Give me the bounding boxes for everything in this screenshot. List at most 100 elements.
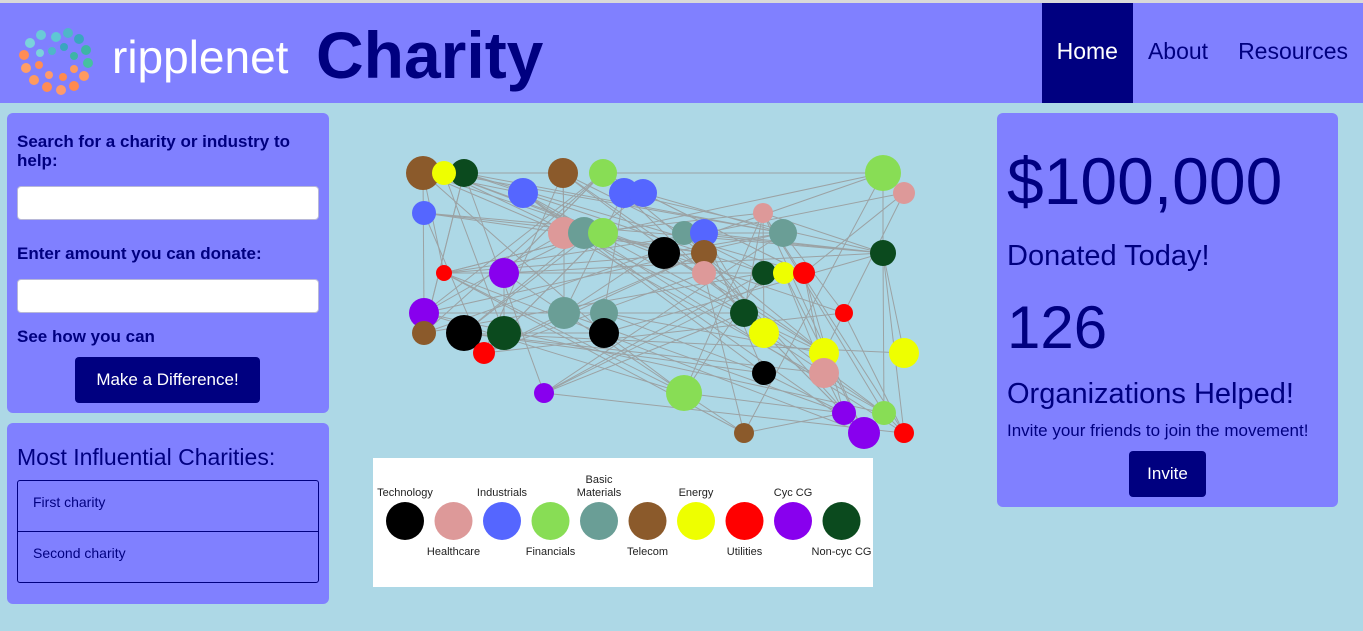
donated-label: Donated Today! <box>1007 240 1210 272</box>
legend-swatch <box>531 502 570 540</box>
graph-edge <box>743 212 764 314</box>
main-nav: Home About Resources <box>1041 3 1363 103</box>
legend-swatch <box>580 502 618 540</box>
top-border <box>0 0 1363 3</box>
graph-node <box>730 299 758 327</box>
legend-swatch <box>628 502 667 540</box>
charities-panel: Most Influential Charities: First charit… <box>7 423 329 604</box>
graph-node <box>865 155 901 191</box>
make-difference-button[interactable]: Make a Difference! <box>75 357 260 403</box>
legend-swatch <box>725 502 764 540</box>
legend-label: Industrials <box>477 487 528 499</box>
sector-legend: Technology Healthcare Industrials Financial… <box>373 458 873 587</box>
graph-edge <box>762 212 865 434</box>
see-how-label: See how you can <box>17 327 155 346</box>
legend-label: Healthcare <box>427 546 480 558</box>
invite-button[interactable]: Invite <box>1129 451 1206 497</box>
legend-swatch <box>774 502 812 540</box>
legend-label: Utilities <box>727 546 763 558</box>
header: ripplenet Charity Home About Resources <box>0 3 1363 103</box>
search-label: Search for a charity or industry to help… <box>17 132 291 170</box>
organizations-count: 126 <box>1007 294 1108 361</box>
graph-node <box>773 262 795 284</box>
charity-item-second[interactable]: Second charity <box>33 545 126 561</box>
graph-edge <box>602 172 884 234</box>
graph-node <box>691 240 717 266</box>
graph-edge <box>443 172 505 334</box>
graph-edge <box>642 192 805 274</box>
ripplenet-logo-icon <box>19 28 93 95</box>
graph-node <box>672 221 696 245</box>
legend-swatch <box>822 502 861 540</box>
graph-node <box>548 158 578 188</box>
graph-edge <box>803 192 905 274</box>
graph-edge <box>522 192 745 314</box>
legend-swatch <box>434 502 473 540</box>
graph-node <box>889 338 919 368</box>
graph-edge <box>423 212 884 254</box>
brand-name: ripplenet <box>112 31 289 83</box>
graph-node <box>848 417 880 449</box>
graph-node <box>666 375 702 411</box>
graph-node <box>893 182 915 204</box>
legend-label: Technology <box>377 487 433 499</box>
graph-node <box>690 219 718 247</box>
graph-edge <box>443 272 685 394</box>
graph-node <box>752 261 776 285</box>
graph-node <box>432 161 456 185</box>
graph-node <box>450 159 478 187</box>
graph-edge <box>703 192 905 234</box>
graph-node <box>809 358 839 388</box>
charity-item-first[interactable]: First charity <box>18 481 318 532</box>
graph-edge <box>882 252 905 354</box>
charity-list: First charity Second charity <box>17 480 319 583</box>
graph-edge <box>543 232 784 394</box>
graph-node <box>835 304 853 322</box>
graph-edge <box>543 272 765 394</box>
charity-network-graph <box>406 155 919 449</box>
graph-node <box>734 423 754 443</box>
graph-node <box>753 203 773 223</box>
graph-node <box>508 178 538 208</box>
graph-node <box>534 383 554 403</box>
charities-title: Most Influential Charities: <box>17 444 276 470</box>
graph-node <box>446 315 482 351</box>
helped-label: Organizations Helped! <box>1007 378 1294 410</box>
graph-edge <box>683 392 845 414</box>
search-input[interactable] <box>17 186 319 220</box>
graph-node <box>648 237 680 269</box>
graph-node <box>409 298 439 328</box>
graph-edge <box>443 272 865 434</box>
legend-label: Cyc CG <box>774 487 813 499</box>
graph-edge <box>562 172 765 274</box>
legend-label: Energy <box>679 487 714 499</box>
graph-edge <box>423 172 604 314</box>
legend-swatch <box>483 502 521 540</box>
graph-edge <box>463 192 644 334</box>
graph-edge <box>422 172 445 274</box>
stats-panel: $100,000 Donated Today! 126 Organization… <box>997 113 1338 507</box>
graph-edge <box>703 272 745 434</box>
graph-edge <box>422 172 845 314</box>
legend-label: Financials <box>526 546 576 558</box>
graph-edge <box>443 172 665 254</box>
graph-edge <box>763 372 845 414</box>
legend-swatch <box>386 502 424 540</box>
graph-edge <box>762 212 905 434</box>
graph-edge <box>882 252 885 414</box>
graph-edge <box>743 412 845 434</box>
legend-label: Telecom <box>627 546 668 558</box>
nav-about[interactable]: About <box>1147 38 1209 64</box>
nav-home[interactable]: Home <box>1041 3 1133 103</box>
graph-edge <box>823 192 905 354</box>
legend-label: Basic <box>586 474 613 486</box>
legend-swatch <box>677 502 715 540</box>
graph-node <box>487 316 521 350</box>
amount-input[interactable] <box>17 279 319 313</box>
graph-edge <box>603 312 825 354</box>
donated-amount: $100,000 <box>1007 144 1283 218</box>
graph-node <box>412 201 436 225</box>
graph-node <box>793 262 815 284</box>
nav-resources[interactable]: Resources <box>1238 38 1348 64</box>
graph-edge <box>483 312 845 354</box>
